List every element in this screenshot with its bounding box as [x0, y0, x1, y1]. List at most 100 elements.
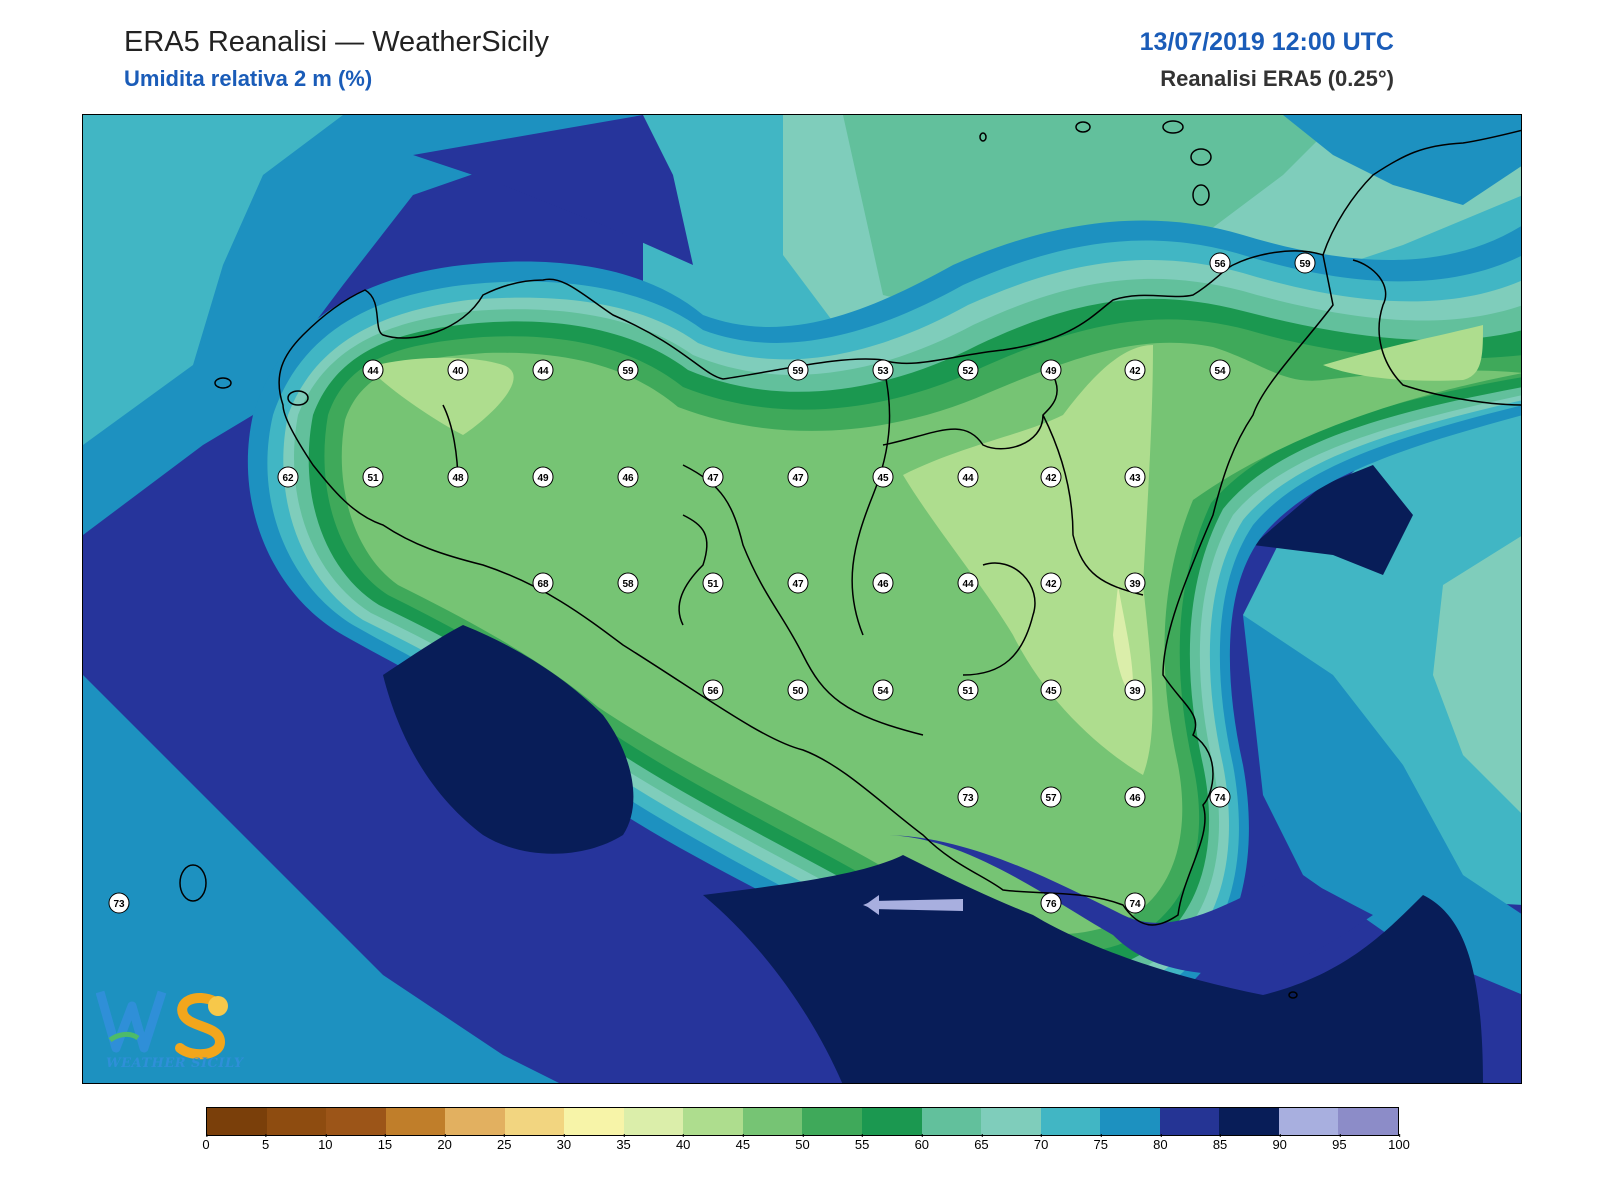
province-border-4 [882, 374, 1058, 450]
station-marker: 56 [1209, 252, 1231, 274]
station-circle [1124, 466, 1146, 488]
salina [1190, 148, 1212, 166]
station-marker: 54 [1209, 359, 1231, 381]
station-marker: 59 [787, 359, 809, 381]
colorbar-cell [1278, 1108, 1339, 1135]
colorbar-tick-label: 75 [1093, 1134, 1108, 1152]
station-circle [957, 572, 979, 594]
band-75-80-sw [83, 675, 559, 1083]
station-marker: 76 [1040, 892, 1062, 914]
station-value: 52 [962, 366, 974, 377]
colorbar-tick-label: 100 [1388, 1134, 1410, 1152]
station-markers: 44 40 44 59 59 53 52 49 42 54 56 59 62 51 48 49 46 47 47 45… [108, 252, 1316, 914]
province-border-5 [962, 562, 1036, 676]
station-value: 54 [877, 686, 889, 697]
colorbar-cell [266, 1108, 327, 1135]
colorbar-ticks: 0 5 10 15 20 25 30 35 40 45 50 55 60 65 70 75 80 85 90 95 10… [202, 1134, 1410, 1161]
station-circle [532, 466, 554, 488]
colorbar [206, 1107, 1399, 1136]
station-marker: 62 [277, 466, 299, 488]
station-value: 56 [1214, 259, 1226, 270]
sicily-coast [278, 250, 1334, 926]
station-circle [1040, 786, 1062, 808]
station-value: 46 [1129, 793, 1141, 804]
ustica [979, 132, 987, 142]
station-marker: 44 [532, 359, 554, 381]
band-70-75-west [83, 115, 343, 445]
calabria-coast [1322, 129, 1521, 406]
band-40-45-island [368, 357, 514, 435]
station-value: 48 [452, 473, 464, 484]
station-value: 49 [537, 473, 549, 484]
band-65-70-east [1433, 536, 1521, 813]
alicudi [1075, 121, 1091, 133]
coastlines [278, 250, 1334, 926]
colorbar-cell [981, 1108, 1041, 1135]
station-circle [277, 466, 299, 488]
station-circle [617, 572, 639, 594]
station-marker: 74 [1124, 892, 1146, 914]
colorbar-tick-label: 90 [1272, 1134, 1287, 1152]
station-circle [787, 679, 809, 701]
data-source: Reanalisi ERA5 (0.25°) [1160, 66, 1394, 91]
station-marker: 44 [957, 466, 979, 488]
station-marker: 73 [957, 786, 979, 808]
colorbar-cell [802, 1108, 863, 1135]
station-value: 43 [1129, 473, 1141, 484]
band-80-85-north-a [413, 115, 693, 265]
station-value: 39 [1129, 686, 1141, 697]
station-circle [1124, 892, 1146, 914]
station-value: 47 [792, 473, 804, 484]
station-circle [1124, 572, 1146, 594]
station-marker: 47 [787, 572, 809, 594]
band-80-85-south [883, 835, 1373, 975]
band-85-90-east [1253, 465, 1413, 575]
colorbar-tick-label: 25 [497, 1134, 512, 1152]
station-value: 50 [792, 686, 804, 697]
station-circle [1294, 252, 1316, 274]
valid-datetime: 13/07/2019 12:00 UTC [1139, 28, 1394, 56]
station-value: 44 [962, 579, 974, 590]
station-value: 42 [1045, 579, 1057, 590]
colorbar-cell [1100, 1108, 1160, 1135]
station-circle [702, 466, 724, 488]
band-35-40-island [1113, 585, 1133, 690]
station-marker: 42 [1040, 572, 1062, 594]
colorbar-tick-label: 70 [1033, 1134, 1049, 1152]
station-value: 73 [962, 793, 974, 804]
colorbar-tick-label: 85 [1212, 1134, 1228, 1152]
colorbar-cell [1040, 1108, 1101, 1135]
station-marker: 42 [1040, 466, 1062, 488]
station-circle [1124, 359, 1146, 381]
station-circle [362, 466, 384, 488]
station-value: 46 [622, 473, 634, 484]
station-value: 62 [282, 473, 294, 484]
station-marker: 42 [1124, 359, 1146, 381]
station-circle [108, 892, 130, 914]
station-circle [1209, 786, 1231, 808]
station-circle [787, 466, 809, 488]
map-subtitle: Umidita relativa 2 m (%) [124, 66, 373, 91]
station-circle [957, 466, 979, 488]
station-marker: 40 [447, 359, 469, 381]
station-value: 59 [1299, 259, 1311, 270]
station-marker: 46 [617, 466, 639, 488]
colorbar-tick-label: 20 [437, 1134, 452, 1152]
colorbar-cell [623, 1108, 684, 1135]
colorbar-cell [445, 1108, 505, 1135]
band-75-80-east [1243, 615, 1521, 995]
station-circle [1040, 572, 1062, 594]
linosa [1288, 991, 1298, 999]
station-value: 59 [792, 366, 804, 377]
station-value: 58 [622, 579, 634, 590]
station-marker: 46 [1124, 786, 1146, 808]
colorbar-cell [1219, 1108, 1279, 1135]
province-border-7 [678, 514, 708, 626]
station-value: 53 [877, 366, 889, 377]
station-marker: 52 [957, 359, 979, 381]
station-circle [362, 359, 384, 381]
band-85-90-south-a [383, 625, 634, 854]
colorbar-tick-label: 15 [377, 1134, 393, 1152]
station-value: 44 [962, 473, 974, 484]
station-circle [872, 679, 894, 701]
